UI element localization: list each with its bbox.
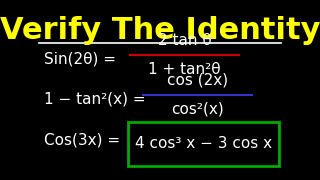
FancyBboxPatch shape: [128, 122, 279, 166]
Text: Cos(3x) =: Cos(3x) =: [44, 133, 120, 148]
Text: 1 + tan²θ: 1 + tan²θ: [148, 62, 221, 77]
Text: cos²(x): cos²(x): [171, 102, 223, 117]
Text: 1 − tan²(x) =: 1 − tan²(x) =: [44, 91, 145, 107]
Text: cos (2x): cos (2x): [167, 72, 228, 87]
Text: 2 tan θ: 2 tan θ: [158, 33, 212, 48]
Text: 4 cos³ x − 3 cos x: 4 cos³ x − 3 cos x: [135, 136, 272, 151]
Text: Verify The Identity: Verify The Identity: [0, 16, 320, 45]
Text: Sin(2θ) =: Sin(2θ) =: [44, 52, 116, 67]
